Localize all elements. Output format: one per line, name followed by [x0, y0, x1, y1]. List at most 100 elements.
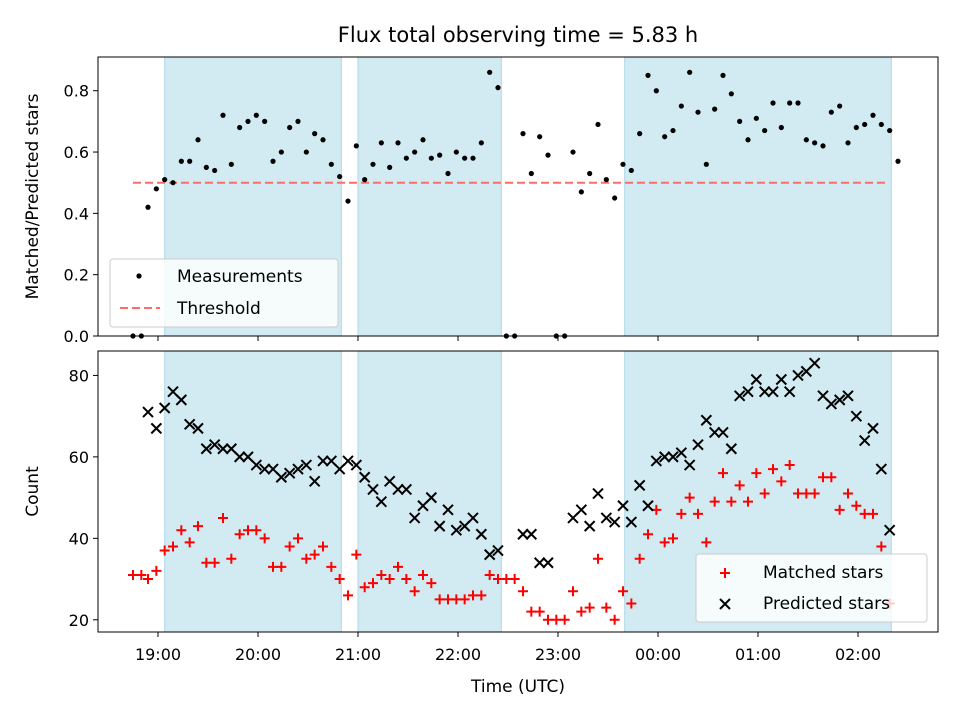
predicted-star-point [867, 422, 879, 435]
matched-star-point [668, 533, 678, 544]
predicted-star-point [517, 528, 529, 540]
predicted-star-point [342, 455, 354, 467]
predicted-star-point [683, 459, 696, 471]
measurement-point [353, 143, 359, 149]
measurement-point [612, 195, 618, 201]
predicted-star-point [575, 504, 588, 516]
matched-star-point [209, 557, 220, 568]
measurement-point [828, 109, 834, 115]
matched-star-point [376, 569, 387, 580]
matched-star-point [193, 521, 203, 532]
predicted-star-point [367, 483, 379, 496]
matched-star-point [576, 606, 587, 617]
predicted-star-point [142, 406, 154, 418]
measurement-point [795, 100, 801, 106]
x-tick-label: 02:00 [835, 645, 881, 664]
predicted-star-point [625, 516, 638, 528]
matched-star-point [368, 578, 378, 589]
predicted-star-point [208, 438, 221, 451]
matched-star-point [626, 598, 637, 609]
observing-window-span [164, 351, 342, 632]
matched-star-point [701, 537, 712, 548]
predicted-star-point [750, 373, 763, 386]
measurement-point [195, 137, 201, 143]
measurement-point [370, 161, 376, 167]
measurement-point [412, 149, 418, 155]
predicted-star-point [308, 475, 321, 488]
observing-window-span [358, 57, 502, 336]
matched-star-point [676, 508, 687, 519]
matched-star-point [843, 488, 853, 499]
x-tick-label: 20:00 [235, 645, 281, 664]
predicted-star-point [292, 463, 304, 475]
predicted-star-point [358, 471, 371, 483]
matched-star-point [326, 561, 337, 572]
predicted-star-point [692, 438, 704, 451]
measurement-point [778, 124, 784, 131]
predicted-star-point [467, 512, 479, 524]
predicted-star-point [542, 557, 554, 569]
measurement-point [262, 118, 268, 124]
legend-box: Matched stars Predicted stars [695, 553, 928, 623]
predicted-star-point [675, 447, 688, 459]
matched-star-point [426, 578, 437, 589]
predicted-star-point [350, 459, 363, 471]
measurement-point [520, 131, 526, 137]
measurement-point [295, 118, 301, 124]
measurement-point [595, 121, 601, 128]
matched-star-point [259, 533, 270, 544]
measurement-point [203, 164, 209, 170]
matched-star-point [309, 549, 320, 560]
matched-star-point [334, 574, 345, 585]
measurement-point [162, 177, 168, 183]
measurement-point [653, 88, 659, 94]
x-tick-label: 23:00 [535, 645, 581, 664]
measurement-point [703, 161, 709, 167]
measurement-point [862, 121, 868, 128]
matched-star-point [501, 574, 512, 585]
top-panel: 0.0 0.2 0.4 0.6 0.8 Matched/Predicted stars Me… [23, 56, 939, 346]
y-tick-label: 0.6 [64, 143, 89, 162]
matched-star-point [643, 529, 653, 540]
predicted-star-point [525, 528, 538, 540]
matched-star-point [459, 594, 470, 605]
matched-star-point [176, 525, 187, 536]
observing-window-span [358, 351, 502, 632]
predicted-star-point [825, 398, 838, 410]
matched-star-point [201, 557, 212, 568]
measurement-point [445, 170, 451, 177]
y-tick-label: 60 [69, 448, 89, 467]
measurement-point [837, 103, 843, 109]
matched-star-point [709, 496, 720, 507]
predicted-star-point [875, 463, 888, 475]
matched-star-point [218, 512, 228, 523]
predicted-star-point [792, 369, 804, 382]
predicted-star-point [650, 455, 663, 467]
matched-star-point [551, 614, 562, 625]
measurement-point [587, 170, 593, 177]
measurement-point [378, 140, 384, 146]
matched-star-point [168, 541, 178, 552]
matched-star-point [609, 614, 620, 625]
measurement-point [345, 198, 351, 204]
matched-star-point [534, 606, 545, 617]
predicted-star-point [583, 520, 596, 532]
matched-star-point [318, 541, 328, 552]
predicted-star-point [483, 548, 496, 561]
predicted-star-point [233, 451, 246, 463]
measurement-point [570, 149, 576, 155]
measurement-point [528, 170, 534, 177]
measurement-point [712, 106, 718, 112]
measurement-point [762, 127, 768, 134]
measurement-point [603, 177, 609, 183]
measurement-point [787, 100, 793, 106]
measurement-point [687, 69, 693, 75]
predicted-star-point [858, 434, 871, 447]
measurement-point [662, 134, 668, 140]
matched-star-point [634, 553, 645, 564]
x-tick-label: 21:00 [335, 645, 381, 664]
predicted-star-point [150, 422, 163, 435]
predicted-star-point [850, 410, 863, 422]
matched-star-point [809, 488, 820, 499]
y-tick-label: 20 [69, 611, 89, 630]
